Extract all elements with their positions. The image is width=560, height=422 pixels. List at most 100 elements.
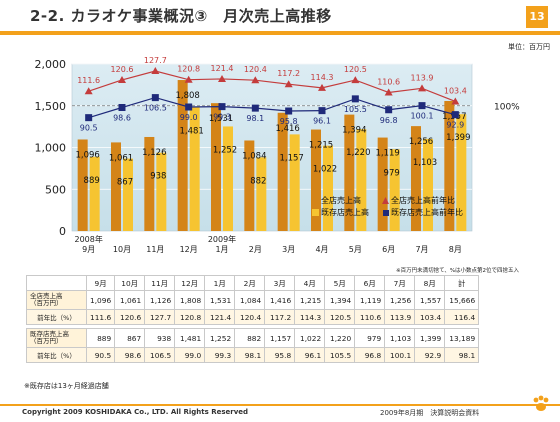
table-cell: 1,808: [174, 290, 206, 310]
ratio-total-label: 114.3: [311, 73, 334, 82]
x-tick-label: 11月: [146, 245, 164, 254]
table-cell: 127.7: [144, 309, 176, 325]
ratio-total-label: 121.4: [211, 64, 234, 73]
table-cell: 116.4: [444, 309, 480, 325]
ratio-existing-point: [351, 95, 359, 103]
ratio-existing-label: 96.8: [380, 116, 398, 125]
ratio-existing-point: [118, 104, 126, 112]
monthly-sales-chart: 0 500 1,000 1,500 2,000 100% 1,096 889 1,061 867…: [35, 56, 521, 254]
table-cell: 1,399: [414, 328, 446, 348]
bar-existing-label: 889: [84, 176, 100, 186]
table-cell: 98.1: [234, 347, 266, 363]
reference-line-label: 100%: [494, 103, 520, 113]
table-cell: 106.5: [144, 347, 176, 363]
table-cell: 1,394: [324, 290, 356, 310]
year-label: 2008年: [74, 234, 102, 244]
table-cell: 1,416: [264, 290, 296, 310]
legend-label: 既存店売上高: [321, 207, 369, 217]
table-cell: 1,119: [354, 290, 386, 310]
bar-existing-label: 867: [117, 178, 133, 188]
table-cell: 117.2: [264, 309, 296, 325]
bar-total-label: 1,096: [75, 150, 99, 160]
col-header: 6月: [354, 275, 386, 291]
ratio-total-point: [184, 75, 193, 83]
table-cell: 110.6: [354, 309, 386, 325]
header-rule: [0, 31, 560, 35]
ratio-total-point: [418, 84, 426, 92]
page-title: 2-2. カラオケ事業概況③ 月次売上高推移: [30, 7, 332, 25]
bar-existing-label: 1,157: [279, 153, 303, 163]
legend-label: 既存店売上高前年比: [391, 207, 463, 217]
legend-label: 全店売上高: [321, 195, 361, 205]
bar-existing-label: 1,022: [313, 165, 337, 175]
table-row: 全店売上高 （百万円） 1,096 1,061 1,126 1,808 1,53…: [26, 290, 480, 310]
table-cell: 1,531: [204, 290, 236, 310]
ratio-existing-point: [285, 107, 293, 115]
legend-swatch: [383, 210, 389, 216]
bar-total: [277, 112, 288, 231]
copyright: Copyright 2009 KOSHIDAKA Co., LTD. All R…: [22, 408, 249, 416]
ratio-total-label: 113.9: [411, 73, 434, 82]
ratio-total-label: 120.5: [344, 65, 367, 74]
col-header: 7月: [384, 275, 416, 291]
bar-total: [244, 140, 255, 231]
ratio-total-label: 111.6: [77, 76, 100, 85]
x-tick-label: 4月: [315, 245, 328, 254]
legend-swatch: [312, 197, 319, 204]
ratio-total-label: 120.4: [244, 65, 267, 74]
y-tick-label: 1,500: [35, 100, 67, 113]
ratio-existing-point: [318, 107, 326, 115]
rounding-note: ※百万円未満切捨て、%は小数点第2位で四捨五入: [396, 268, 520, 274]
table-cell: 96.1: [294, 347, 326, 363]
bar-existing: [423, 138, 433, 231]
document-title: 2009年8月期 決算説明会資料: [380, 409, 480, 417]
col-header: 5月: [324, 275, 356, 291]
col-header: 3月: [264, 275, 296, 291]
ratio-total-label: 120.8: [177, 65, 200, 74]
table-cell: 1,126: [144, 290, 176, 310]
table-cell: 90.5: [85, 347, 116, 363]
existing-store-note: ※既存店は13ヶ月経過店舗: [24, 382, 109, 390]
y-tick-label: 500: [45, 183, 66, 196]
table-cell: 114.3: [294, 309, 326, 325]
paw-logo-icon: [533, 395, 549, 411]
col-header: 12月: [174, 275, 206, 291]
bar-total-label: 1,256: [409, 137, 433, 147]
slide-header: 2-2. カラオケ事業概況③ 月次売上高推移 13: [0, 0, 560, 34]
bar-existing: [89, 156, 100, 231]
table-cell: 99.0: [174, 347, 206, 363]
ratio-existing-label: 99.3: [213, 113, 231, 122]
table-cell: 1,481: [174, 328, 206, 348]
bar-existing: [189, 107, 200, 231]
table-cell: 979: [354, 328, 386, 348]
ratio-total-point: [384, 88, 393, 96]
table-cell: 938: [144, 328, 176, 348]
bar-existing-label: 1,399: [446, 133, 470, 143]
table-cell: 99.3: [204, 347, 236, 363]
bar-total: [177, 80, 188, 231]
table-cell: 867: [114, 328, 146, 348]
bar-total: [344, 114, 355, 231]
ratio-existing-label: 95.8: [280, 117, 298, 126]
table-cell: 103.4: [414, 309, 446, 325]
sales-table: 9月 10月 11月 12月 1月 2月 3月 4月 5月 6月 7月 8月 計…: [26, 275, 480, 363]
bar-total: [211, 103, 221, 231]
x-tick-label: 3月: [282, 245, 295, 254]
table-cell: 92.9: [414, 347, 446, 363]
table-cell: 121.4: [204, 309, 236, 325]
table-cell: 1,096: [85, 290, 116, 310]
table-cell: 1,103: [384, 328, 416, 348]
bar-existing-label: 979: [384, 168, 400, 178]
ratio-existing-label: 98.6: [113, 114, 131, 123]
table-cell: 882: [234, 328, 266, 348]
year-label: 2009年: [208, 234, 236, 244]
bar-existing: [456, 114, 467, 231]
ratio-existing-label: 92.9: [446, 121, 464, 130]
bar-existing-label: 1,252: [213, 145, 237, 155]
table-cell: 113.9: [384, 309, 416, 325]
bar-existing: [389, 149, 400, 231]
y-tick-label: 0: [59, 225, 66, 238]
ratio-existing-label: 105.5: [344, 105, 367, 114]
ratio-total-label: 110.6: [377, 77, 400, 86]
table-cell: 95.8: [264, 347, 296, 363]
